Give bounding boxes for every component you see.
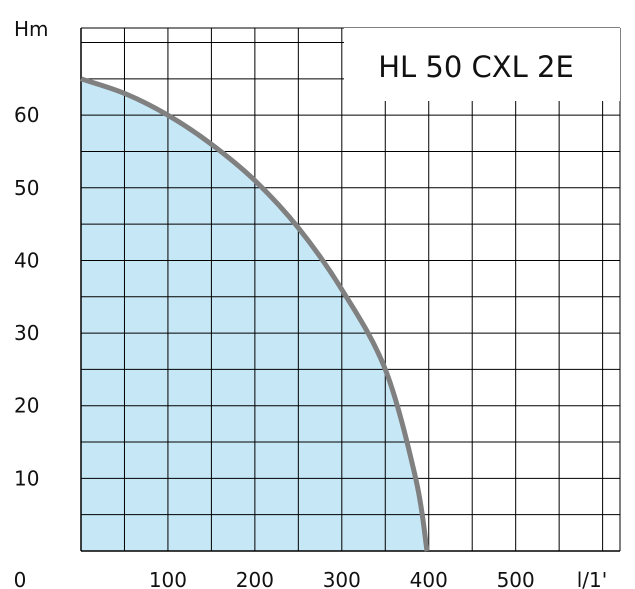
y-tick-label: 50 [14, 176, 39, 200]
x-tick-label: 400 [410, 568, 448, 589]
y-tick-label: 40 [14, 248, 39, 272]
y-tick-label: 20 [14, 394, 39, 418]
area-layer [81, 78, 427, 552]
operating-area-fill [81, 78, 427, 552]
chart-title: HL 50 CXL 2E [378, 50, 574, 84]
x-axis-label: l/1' [577, 568, 608, 589]
curve-layer [80, 76, 430, 552]
x-tick-label: 500 [497, 568, 535, 589]
y-tick-label: 30 [14, 321, 39, 345]
y-tick-labels: 10 20 30 40 50 60 [14, 103, 39, 490]
head-flow-curve [80, 76, 430, 552]
y-tick-label: 60 [14, 103, 39, 127]
x-tick-label: 0 [14, 568, 27, 589]
y-axis-label: Hm [14, 17, 49, 41]
x-tick-label: 300 [323, 568, 361, 589]
title-box [344, 28, 620, 101]
x-tick-labels: 0 100 200 300 400 500 [14, 568, 535, 589]
x-tick-label: 200 [236, 568, 274, 589]
y-tick-label: 10 [14, 466, 39, 490]
x-tick-label: 100 [149, 568, 187, 589]
